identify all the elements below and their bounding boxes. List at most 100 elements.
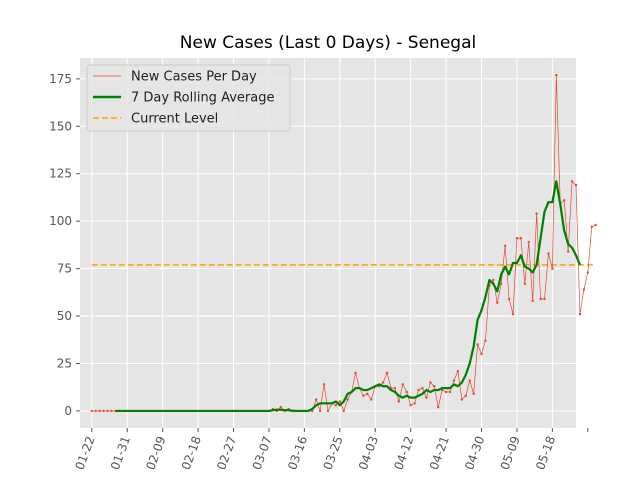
chart-title: New Cases (Last 0 Days) - Senegal [180,33,476,53]
new-cases-point [397,400,401,403]
legend-box [86,64,291,132]
new-cases-point [448,390,452,394]
new-cases-point [421,386,424,390]
new-cases-point [366,392,369,396]
new-cases-point [535,212,538,215]
new-cases-point [460,398,464,401]
new-cases-point [496,301,499,304]
new-cases-point [102,409,105,413]
new-cases-point [566,250,570,253]
new-cases-point [381,381,385,384]
new-cases-point [551,267,554,270]
x-tick-label: 05-09 [498,434,523,472]
new-cases-point [582,288,586,291]
new-cases-point [507,297,511,301]
y-tick-label: 0 [64,404,72,418]
new-cases-point [318,409,322,413]
new-cases-point [405,390,408,394]
new-cases-point [413,402,416,405]
rolling-average-line [115,180,581,413]
legend: New Cases Per Day 7 Day Rolling Average … [86,64,291,132]
new-cases-point [417,388,420,392]
y-tick-label: 150 [49,119,72,133]
new-cases-point [574,183,578,187]
new-cases-point [547,252,550,255]
new-cases-point [370,398,373,401]
x-tick-label: 01-31 [108,434,133,472]
new-cases-point [503,244,507,248]
x-tick-label: 03-07 [250,434,275,472]
new-cases-point [437,405,440,409]
legend-label-rolling-average: 7 Day Rolling Average [131,91,274,106]
x-tick-label: 01-22 [73,434,98,472]
y-tick-label: 100 [49,214,72,228]
new-cases-point [322,383,326,386]
new-cases-point [531,299,534,303]
new-cases-point [94,409,97,413]
new-cases-point [594,223,597,227]
new-cases-point [484,339,487,342]
new-cases-point [468,379,471,382]
new-cases-point [429,381,432,384]
new-cases-point [393,386,397,390]
new-cases-point [433,385,436,388]
legend-label-current-level: Current Level [131,112,218,127]
x-tick-label: 04-21 [427,434,452,472]
new-cases-point [334,404,338,407]
x-tick-label: 02-18 [179,434,204,472]
new-cases-point [523,282,527,285]
new-cases-point [409,404,412,407]
new-cases-point [346,398,349,401]
new-cases-point [480,352,483,356]
y-tick-label: 125 [49,167,72,181]
y-tick-label: 75 [57,262,72,276]
x-tick-label: 02-27 [214,434,239,472]
new-cases-point [385,371,389,375]
new-cases-point [527,240,530,244]
y-tick-label: 50 [57,309,72,323]
x-tick-label: 05-18 [533,434,558,472]
y-tick-label: 25 [57,356,72,370]
new-cases-point [519,237,523,240]
new-cases-point [106,409,109,413]
new-cases-point [590,225,593,229]
new-cases-point [511,312,515,316]
legend-label-new-cases: New Cases Per Day [131,70,257,85]
new-cases-point [500,282,503,285]
series-layer [90,73,597,413]
new-cases-point [444,390,448,394]
new-cases-point [492,278,495,282]
new-cases-point [586,271,590,274]
x-tick-label: 03-25 [321,434,346,472]
new-cases-point [110,409,113,413]
new-cases-point [578,312,582,316]
x-tick-label: 04-03 [356,434,381,472]
new-cases-point [562,199,566,202]
new-cases-point [456,369,460,373]
new-cases-point [314,398,318,401]
new-cases-point [326,409,330,413]
new-cases-point [543,297,546,301]
new-cases-point [342,409,345,413]
new-cases-point [338,400,342,403]
new-cases-point [555,73,558,77]
x-tick-label: 04-12 [391,434,416,472]
new-cases-point [354,371,357,375]
new-cases-point [425,396,428,399]
x-tick-label: 02-09 [143,434,168,472]
new-cases-point [452,379,456,382]
y-tick-label: 175 [49,72,72,86]
new-cases-point [539,297,542,301]
new-cases-point [570,180,574,183]
new-cases-point [472,392,475,396]
new-cases-point [98,409,101,413]
new-cases-point [362,394,365,397]
new-cases-point [515,237,519,240]
new-cases-point [464,394,467,397]
x-tick-label: 03-16 [285,434,310,472]
new-cases-point [401,383,404,386]
new-cases-point [279,405,282,409]
new-cases-point [476,343,479,346]
